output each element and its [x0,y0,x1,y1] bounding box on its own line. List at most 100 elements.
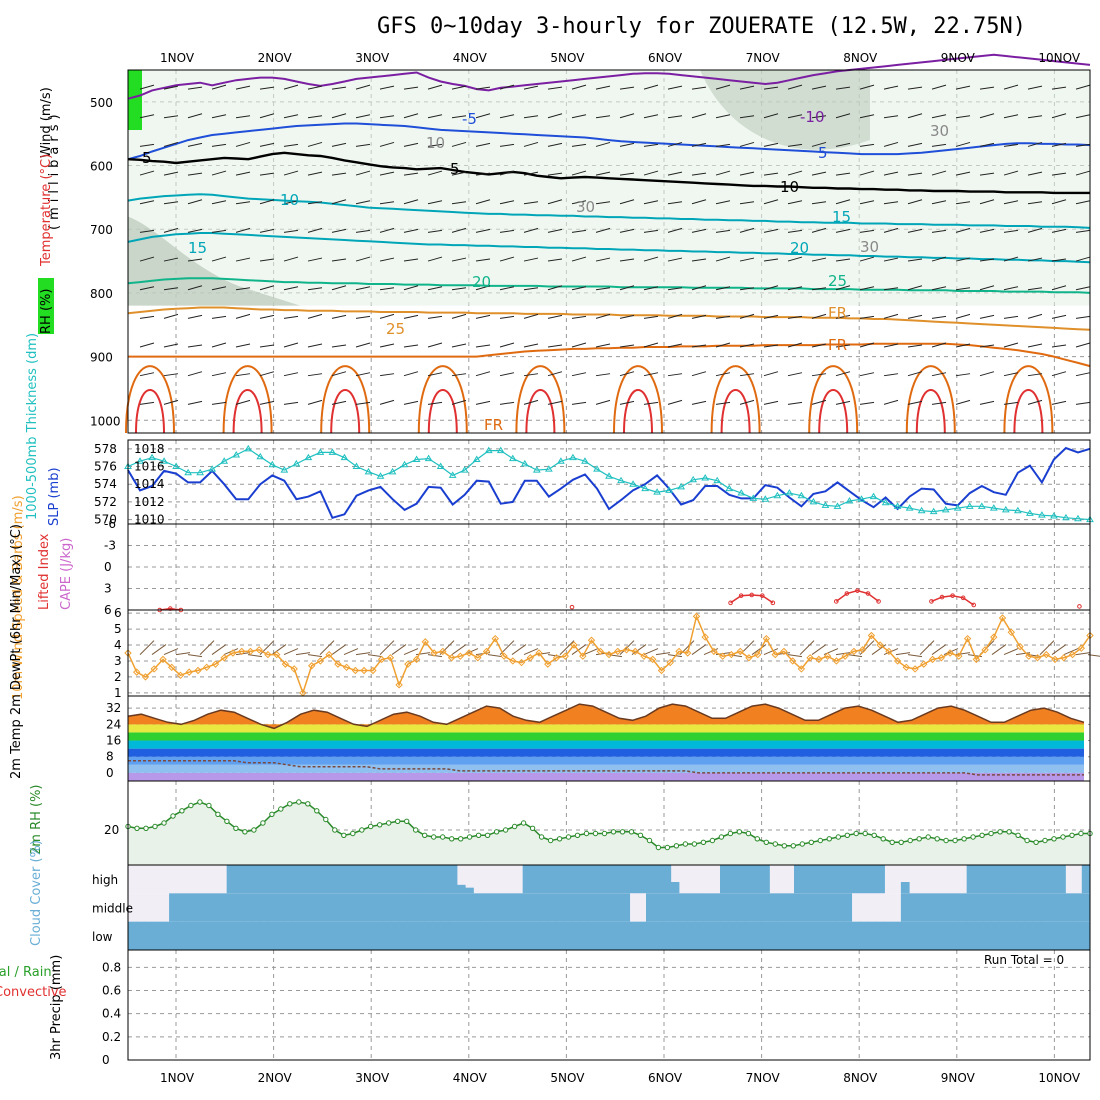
thickness-point [460,466,469,473]
wind-barb [715,229,731,233]
wind-barb [331,644,347,655]
x-tick-label: 7NOV [746,51,781,65]
wind-barb [667,287,683,291]
cloud-bar [950,893,959,922]
y2-tick-label: 574 [94,477,117,491]
wind-barb [931,372,947,377]
contour-label: 20 [472,273,491,291]
cloud-bar [868,865,877,894]
series-line [128,760,1084,776]
wind-speed-point [1016,642,1024,651]
y-axis-label: 10m Wind Speed & Barbs (m/s) [11,495,26,700]
wind-speed-point [955,652,963,660]
wind-barb [835,344,851,348]
rh-point [1042,837,1048,844]
wind-speed-point [561,652,570,660]
cloud-bar [670,882,680,894]
y-tick-label: 0.6 [102,984,121,998]
thickness-point [977,502,986,509]
wind-barb [283,342,299,348]
rh-point [673,843,680,849]
cloud-bar [999,893,1009,922]
cloud-bar [382,893,392,922]
cloud-bar [407,865,417,894]
cloud-bar [884,921,894,950]
rh-point [511,823,518,830]
isotherm-line [127,232,1091,264]
rh-shading [128,70,1090,306]
cloud-bar [711,893,721,922]
wind-barb [595,399,611,405]
wind-barb [1075,200,1091,205]
wind-barb [283,84,299,90]
wind-speed-point [342,663,351,672]
wind-speed-point [823,652,832,660]
wind-barb [187,142,203,147]
wind-barb [883,373,899,377]
wind-barb [739,373,755,377]
cloud-bar [859,921,869,950]
y-tick-label: 1000 [90,414,121,428]
wind-speed-point [141,673,150,681]
wind-speed-point [264,650,272,659]
cloud-bar [1081,865,1091,894]
cloud-bar [580,865,589,894]
wind-barb [379,227,395,233]
wind-barb [787,200,803,205]
wind-barb [799,640,815,655]
wind-barb [667,201,683,205]
thickness-point [917,506,926,514]
wind-barb [499,256,515,262]
cloud-bar [818,865,828,894]
thickness-point [220,457,229,464]
wind-barb [403,113,419,119]
wind-barb [547,400,563,405]
wind-barb [163,141,179,147]
cloud-bar [736,921,746,950]
wind-barb [307,115,323,119]
cloud-bar [613,921,622,950]
cloud-bar [917,893,927,922]
y-tick-label: 0.4 [102,1007,121,1021]
wind-barb [499,84,515,90]
cloud-bar [1057,921,1066,950]
cloud-bar [382,865,392,894]
thickness-point [508,454,517,462]
wind-barb [619,371,635,377]
cloud-bar [415,893,425,922]
wind-barb [355,229,371,233]
wind-barb [547,371,563,377]
thickness-point [436,462,445,470]
wind-barb [211,342,227,348]
wind-barb [1003,648,1019,656]
wind-speed-point [841,652,849,660]
thickness-point [689,475,698,483]
wind-barb [1075,114,1091,119]
wind-barb [187,285,203,291]
rh-point [718,834,725,840]
cloud-bar [933,893,943,922]
wind-barb [235,171,251,176]
wind-speed-point [613,647,622,656]
cloud-bar [646,893,655,922]
cloud-bar [391,921,400,950]
wind-barb [403,344,419,348]
wind-barb [403,258,419,262]
thickness-point [1062,513,1070,521]
isotherm-line [127,151,1090,195]
wind-barb [883,201,899,205]
wind-barb [763,228,779,233]
cloud-bar [465,887,474,894]
wind-barb [187,400,203,405]
wind-speed-point [788,657,797,665]
rh-point [188,802,194,809]
wind-barb [859,315,875,319]
wind-barb [331,314,347,319]
cloud-bar [1081,893,1091,922]
wind-barb [883,257,899,262]
cloud-bar [152,921,162,950]
wind-barb [523,313,539,319]
cloud-bar [415,921,425,950]
thickness-point [532,466,541,473]
rh-point [197,799,203,805]
